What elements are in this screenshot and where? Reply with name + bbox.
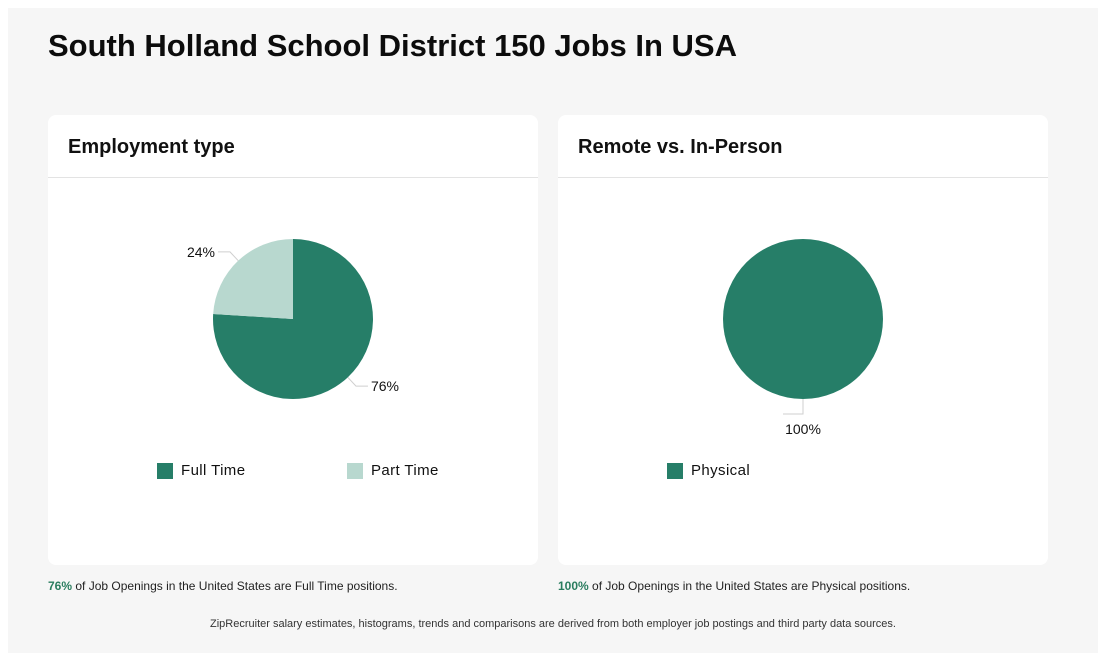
slice-label-full-time: 76% <box>371 378 399 394</box>
legend-label: Physical <box>691 462 751 479</box>
footnote-percentage: 76% <box>48 579 73 593</box>
card-header: Remote vs. In-Person <box>558 115 1048 178</box>
leader-line <box>347 376 368 387</box>
legend-label: Full Time <box>181 462 246 479</box>
footnote-percentage: 100% <box>558 579 589 593</box>
card-title: Employment type <box>68 136 235 158</box>
legend-item-part-time: Part Time <box>347 462 439 479</box>
employment-type-card: Employment type 76% 24% Full Time Part Tim… <box>48 115 538 565</box>
leader-line <box>783 399 804 415</box>
legend-swatch <box>667 462 683 479</box>
remote-vs-in-person-card: Remote vs. In-Person 100% Physical <box>558 115 1048 565</box>
remote-vs-in-person-pie-chart: 100% <box>723 239 883 437</box>
legend-label: Part Time <box>371 462 439 479</box>
disclaimer: ZipRecruiter salary estimates, histogram… <box>210 618 896 630</box>
legend-item-physical: Physical <box>667 462 750 479</box>
card-title: Remote vs. In-Person <box>578 136 783 158</box>
employment-footnote: 76% of Job Openings in the United States… <box>48 579 398 593</box>
chart-legend: Physical <box>558 462 1048 486</box>
leader-line <box>218 251 239 262</box>
slice-label-part-time: 24% <box>187 244 215 260</box>
chart-legend: Full Time Part Time <box>48 462 538 486</box>
pie-slice-physical <box>723 239 883 399</box>
footnote-text: of Job Openings in the United States are… <box>72 579 398 593</box>
slice-label-physical: 100% <box>785 421 821 437</box>
remote-footnote: 100% of Job Openings in the United State… <box>558 579 910 593</box>
pie-slice-part-time <box>213 239 293 319</box>
card-header: Employment type <box>48 115 538 178</box>
page-title: South Holland School District 150 Jobs I… <box>48 28 737 63</box>
legend-swatch <box>347 462 363 479</box>
legend-item-full-time: Full Time <box>157 462 245 479</box>
footnote-text: of Job Openings in the United States are… <box>588 579 911 593</box>
legend-swatch <box>157 462 173 479</box>
employment-type-pie-chart: 76% 24% <box>187 239 399 399</box>
